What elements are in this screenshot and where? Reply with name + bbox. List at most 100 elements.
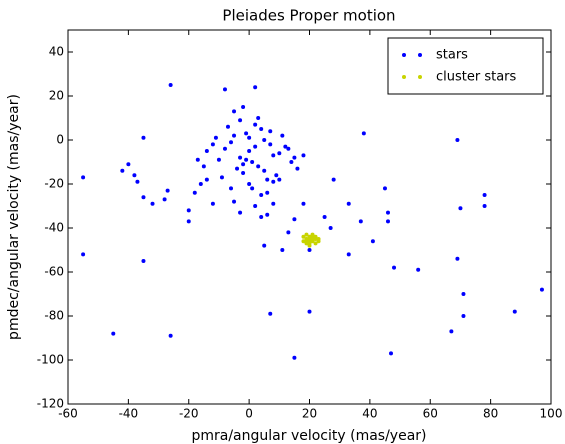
- point: [307, 239, 312, 244]
- point: [385, 210, 390, 215]
- point: [244, 131, 249, 136]
- point: [265, 190, 270, 195]
- point: [262, 168, 267, 173]
- point: [304, 232, 309, 237]
- point: [253, 204, 258, 208]
- point: [313, 241, 318, 246]
- point: [301, 153, 306, 158]
- point: [268, 142, 273, 147]
- point: [455, 138, 460, 142]
- point: [241, 162, 246, 167]
- point: [455, 256, 460, 261]
- point: [247, 135, 252, 140]
- point: [135, 179, 140, 184]
- point: [280, 248, 285, 252]
- x-tick-label: 20: [302, 407, 317, 421]
- point: [201, 164, 206, 169]
- x-tick-label: -60: [58, 407, 78, 421]
- legend-box: [387, 37, 544, 95]
- legend-label: stars: [436, 48, 468, 63]
- point: [265, 177, 270, 182]
- point: [250, 160, 255, 164]
- y-axis-label: pmdec/angular velocity (mas/year): [6, 94, 22, 340]
- point: [259, 215, 264, 219]
- point: [247, 149, 252, 153]
- y-tick-label: -100: [37, 353, 64, 367]
- legend-marker: [418, 53, 422, 57]
- y-tick-label: 0: [56, 133, 64, 147]
- point: [126, 162, 131, 167]
- point: [204, 149, 209, 153]
- point: [165, 188, 170, 193]
- point: [219, 175, 224, 180]
- y-tick-label: 20: [49, 89, 64, 103]
- point: [482, 193, 487, 197]
- point: [210, 201, 215, 206]
- point: [316, 239, 321, 244]
- point: [277, 177, 282, 182]
- point: [210, 142, 215, 147]
- point: [168, 83, 173, 87]
- point: [458, 206, 463, 211]
- point: [141, 259, 146, 263]
- x-tick-label: -40: [119, 407, 139, 421]
- point: [259, 193, 264, 197]
- x-tick-label: 40: [362, 407, 377, 421]
- point: [168, 333, 173, 338]
- point: [295, 166, 300, 171]
- point: [262, 243, 267, 248]
- point: [259, 127, 264, 131]
- point: [286, 230, 291, 235]
- point: [141, 135, 146, 140]
- point: [392, 265, 397, 270]
- point: [283, 144, 288, 149]
- point: [186, 208, 191, 213]
- point: [268, 129, 273, 134]
- point: [461, 314, 466, 318]
- point: [292, 217, 297, 222]
- point: [382, 186, 387, 191]
- point: [301, 239, 306, 244]
- point: [216, 157, 221, 162]
- point: [262, 138, 267, 142]
- y-tick-label: -80: [44, 309, 64, 323]
- x-tick-label: 100: [540, 407, 563, 421]
- point: [120, 168, 125, 173]
- point: [370, 239, 375, 244]
- point: [222, 146, 227, 151]
- point: [225, 124, 230, 129]
- point: [111, 331, 116, 336]
- legend-marker: [402, 53, 406, 57]
- point: [304, 241, 309, 246]
- point: [307, 248, 312, 252]
- point: [271, 201, 276, 206]
- point: [265, 212, 270, 217]
- point: [150, 201, 155, 206]
- point: [292, 355, 297, 360]
- point: [256, 116, 261, 120]
- point: [213, 135, 218, 140]
- point: [81, 252, 86, 257]
- point: [162, 197, 167, 202]
- point: [241, 105, 246, 109]
- point: [301, 201, 306, 206]
- point: [289, 160, 294, 164]
- chart-title: Pleiades Proper motion: [222, 7, 395, 25]
- point: [268, 311, 273, 316]
- x-tick-label: -20: [179, 407, 199, 421]
- x-axis-label: pmra/angular velocity (mas/year): [191, 428, 426, 444]
- point: [482, 204, 487, 208]
- point: [416, 267, 421, 272]
- point: [238, 155, 243, 160]
- point: [328, 226, 333, 230]
- point: [286, 146, 291, 151]
- point: [141, 195, 146, 200]
- point: [229, 140, 234, 145]
- point: [461, 292, 466, 296]
- point: [277, 151, 282, 156]
- point: [307, 243, 312, 248]
- point: [232, 109, 237, 114]
- point: [313, 234, 318, 239]
- point: [389, 351, 394, 356]
